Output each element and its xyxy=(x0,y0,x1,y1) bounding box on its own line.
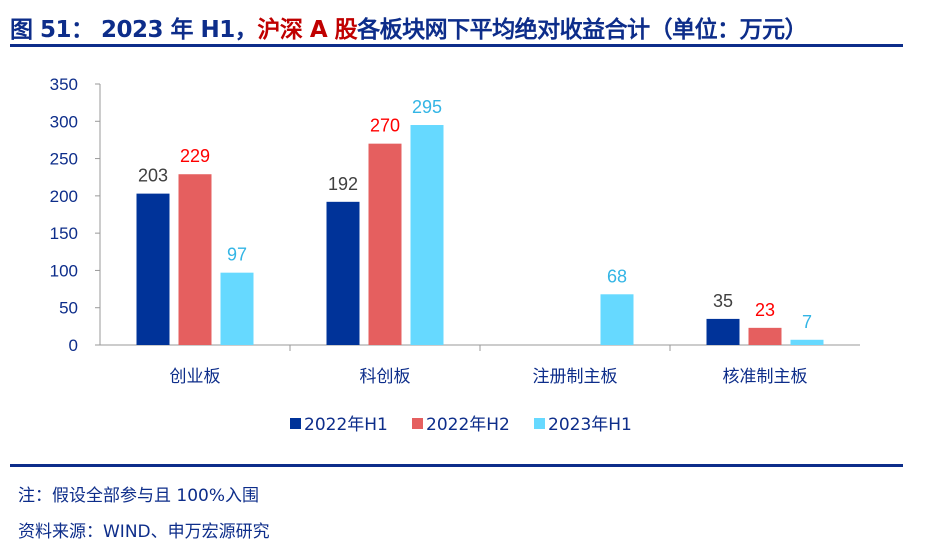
y-tick-label: 350 xyxy=(50,75,78,94)
y-tick-label: 300 xyxy=(50,112,78,131)
bar xyxy=(706,318,740,345)
bar xyxy=(178,174,212,345)
legend-label: 2022年H2 xyxy=(426,415,510,435)
bar xyxy=(136,193,170,345)
title-rule xyxy=(10,44,903,47)
data-label: 270 xyxy=(370,116,400,136)
data-label: 35 xyxy=(713,291,733,311)
y-tick-label: 50 xyxy=(59,299,78,318)
title-prefix: 图 51： 2023 年 H1， xyxy=(10,17,258,43)
title-suffix: 各板块网下平均绝对收益合计（单位：万元） xyxy=(357,17,808,43)
data-label: 97 xyxy=(227,245,247,265)
footnote: 注：假设全部参与且 100%入围 xyxy=(18,486,260,506)
footer-rule xyxy=(10,464,903,467)
bar xyxy=(220,272,254,345)
legend-swatch xyxy=(412,418,423,429)
bar-chart: 0 50 100 150 200 250 300 350 创业板 203 229 97 科创板 192 27… xyxy=(50,75,860,435)
y-tick-label: 100 xyxy=(50,261,78,280)
x-tick-label: 注册制主板 xyxy=(533,367,618,387)
source-note: 资料来源：WIND、申万宏源研究 xyxy=(18,522,270,542)
title-highlight: 沪深 A 股 xyxy=(257,17,358,43)
legend-label: 2022年H1 xyxy=(304,415,388,435)
bar xyxy=(368,143,402,345)
data-label: 295 xyxy=(412,97,442,117)
y-tick-label: 200 xyxy=(50,187,78,206)
x-tick-label: 创业板 xyxy=(170,367,221,387)
x-tick-label: 核准制主板 xyxy=(723,367,808,387)
y-tick-label: 150 xyxy=(50,224,78,243)
bar xyxy=(410,125,444,345)
bar xyxy=(600,294,634,345)
data-label: 229 xyxy=(180,146,210,166)
x-tick-label: 科创板 xyxy=(360,367,411,387)
bar xyxy=(790,339,824,345)
legend-swatch xyxy=(290,418,301,429)
data-label: 68 xyxy=(607,266,627,286)
bar xyxy=(326,201,360,345)
data-label: 192 xyxy=(328,174,358,194)
y-tick-label: 0 xyxy=(69,336,78,355)
data-label: 203 xyxy=(138,166,168,186)
legend-label: 2023年H1 xyxy=(548,415,632,435)
figure-title: 图 51： 2023 年 H1，沪深 A 股各板块网下平均绝对收益合计（单位：万… xyxy=(10,10,808,44)
bar xyxy=(748,327,782,345)
y-tick-label: 250 xyxy=(50,150,78,169)
data-label: 23 xyxy=(755,300,775,320)
data-label: 7 xyxy=(802,312,812,332)
legend-swatch xyxy=(534,418,545,429)
